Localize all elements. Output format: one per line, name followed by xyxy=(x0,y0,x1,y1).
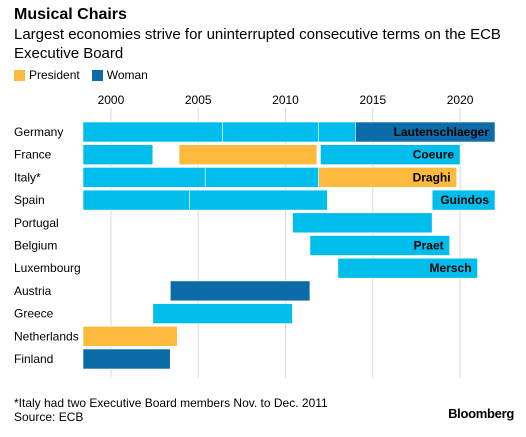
row-label-3: Spain xyxy=(14,193,45,207)
x-tick-label-2005: 2005 xyxy=(185,93,212,107)
term-bar-1-0 xyxy=(82,144,154,165)
row-label-1: France xyxy=(14,148,52,162)
footnote: *Italy had two Executive Board members N… xyxy=(14,396,328,424)
footnote-text: *Italy had two Executive Board members N… xyxy=(14,396,328,410)
term-bar-0-3 xyxy=(355,121,496,143)
legend-label-woman: Woman xyxy=(106,68,148,82)
term-label-0-3: Lautenschlaeger xyxy=(394,125,490,139)
term-label-3-2: Guindos xyxy=(440,193,489,207)
term-bar-10-0 xyxy=(82,348,171,370)
timeline-chart: 2000 2005 2010 2015 2020 Germany Lautenschlaeg… xyxy=(14,93,496,378)
x-tick-label-2010: 2010 xyxy=(272,93,299,107)
source-text: Source: ECB xyxy=(14,410,84,424)
term-bar-8-0 xyxy=(152,303,293,324)
term-label-6-0: Mersch xyxy=(430,261,472,275)
x-tick-label-2020: 2020 xyxy=(447,93,474,107)
term-label-2-2: Draghi xyxy=(413,170,451,184)
term-bar-0-0 xyxy=(82,121,223,143)
term-bar-4-0 xyxy=(292,212,433,234)
x-tick-label-2015: 2015 xyxy=(359,93,386,107)
row-label-9: Netherlands xyxy=(14,329,79,343)
term-bar-2-2 xyxy=(318,167,457,188)
row-label-5: Belgium xyxy=(14,239,57,253)
term-label-5-0: Praet xyxy=(414,239,444,253)
row-label-6: Luxembourg xyxy=(14,261,81,275)
term-bar-3-1 xyxy=(189,189,328,211)
legend-item-president: President xyxy=(14,68,80,82)
legend-item-woman: Woman xyxy=(91,68,148,82)
legend-swatch-woman xyxy=(91,69,103,81)
x-tick-label-2000: 2000 xyxy=(98,93,125,107)
legend-swatch-president xyxy=(14,69,25,81)
term-label-1-2: Coeure xyxy=(413,148,455,162)
legend: President Woman xyxy=(14,68,160,82)
term-bar-7-0 xyxy=(169,280,311,302)
row-label-4: Portugal xyxy=(14,216,59,230)
row-label-2: Italy* xyxy=(14,170,41,184)
term-bar-0-1 xyxy=(222,121,319,143)
term-bar-2-1 xyxy=(204,167,319,188)
term-bar-2-0 xyxy=(82,167,206,188)
term-bar-1-1 xyxy=(178,144,318,165)
term-bar-5-0 xyxy=(309,235,450,256)
row-label-8: Greece xyxy=(14,307,54,321)
chart-title: Musical Chairs xyxy=(14,6,127,23)
row-label-7: Austria xyxy=(14,284,52,298)
term-bar-3-2 xyxy=(431,189,496,211)
term-bar-6-0 xyxy=(337,257,478,279)
legend-label-president: President xyxy=(29,68,80,82)
term-bar-9-0 xyxy=(82,325,178,347)
term-bar-1-2 xyxy=(320,144,461,165)
term-bar-0-2 xyxy=(318,121,356,143)
row-label-0: Germany xyxy=(14,125,63,139)
bloomberg-logo: Bloomberg xyxy=(448,406,514,421)
row-label-10: Finland xyxy=(14,352,53,366)
term-bar-3-0 xyxy=(82,189,190,211)
chart-subtitle: Largest economies strive for uninterrupt… xyxy=(14,26,501,62)
